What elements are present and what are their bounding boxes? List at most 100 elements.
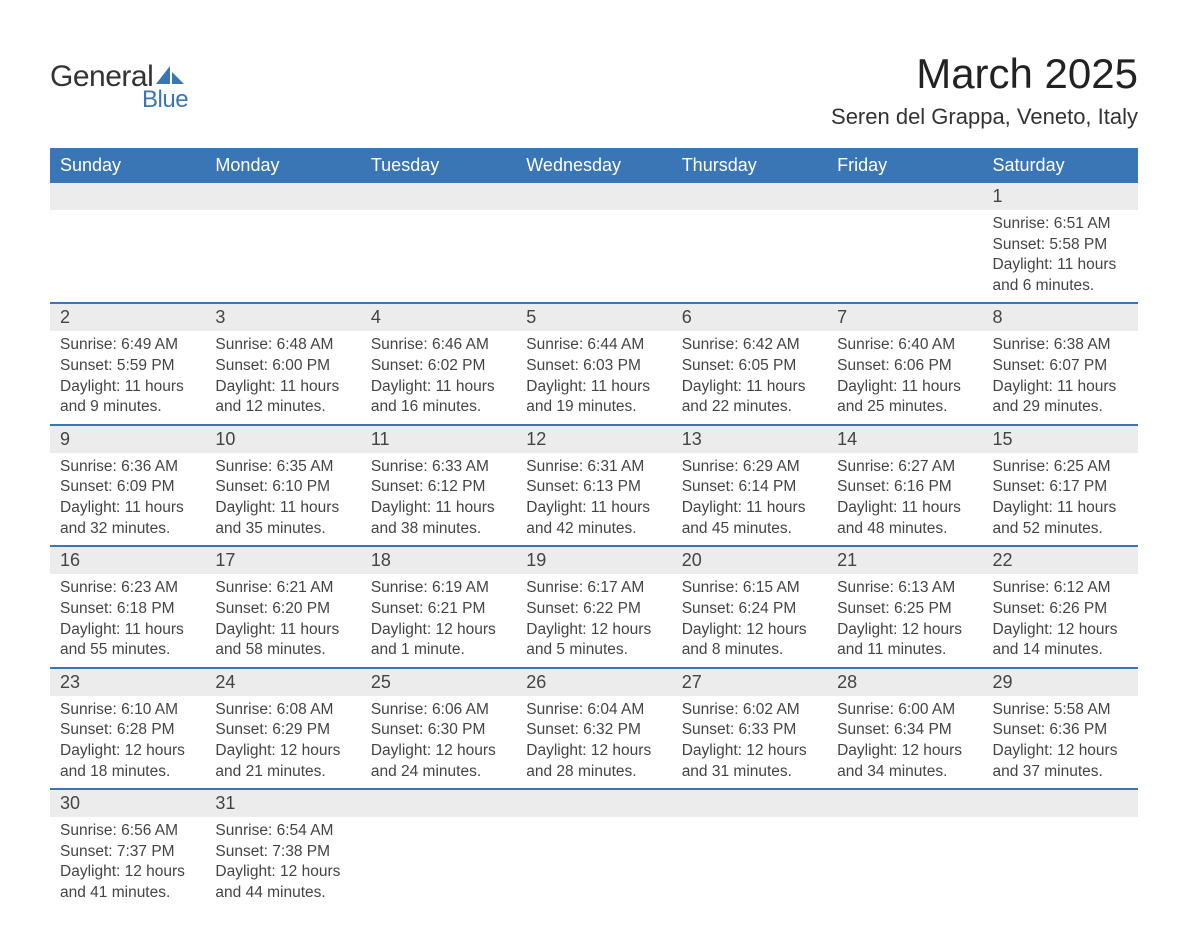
day-detail-cell: [361, 817, 516, 909]
daylight-text: Daylight: 12 hours and 34 minutes.: [837, 741, 972, 782]
sunset-text: Sunset: 6:26 PM: [993, 599, 1128, 620]
daylight-text: Daylight: 12 hours and 28 minutes.: [526, 741, 661, 782]
sunset-text: Sunset: 7:37 PM: [60, 842, 195, 863]
sunrise-text: Sunrise: 6:13 AM: [837, 578, 972, 599]
day-header-row: Sunday Monday Tuesday Wednesday Thursday…: [50, 148, 1138, 183]
day-detail-cell: Sunrise: 6:21 AMSunset: 6:20 PMDaylight:…: [205, 574, 360, 667]
daylight-text: Daylight: 12 hours and 5 minutes.: [526, 620, 661, 661]
sunset-text: Sunset: 6:16 PM: [837, 477, 972, 498]
sunset-text: Sunset: 6:24 PM: [682, 599, 817, 620]
day-detail-cell: Sunrise: 6:46 AMSunset: 6:02 PMDaylight:…: [361, 331, 516, 424]
day-detail-cell: Sunrise: 6:17 AMSunset: 6:22 PMDaylight:…: [516, 574, 671, 667]
day-detail-cell: [827, 210, 982, 303]
day-number-cell: 29: [983, 668, 1138, 696]
sunrise-text: Sunrise: 6:54 AM: [215, 821, 350, 842]
daylight-text: Daylight: 11 hours and 9 minutes.: [60, 377, 195, 418]
day-number-cell: 16: [50, 546, 205, 574]
sunset-text: Sunset: 5:58 PM: [993, 235, 1128, 256]
sunrise-text: Sunrise: 6:35 AM: [215, 457, 350, 478]
day-number: 9: [60, 429, 70, 449]
daylight-text: Daylight: 12 hours and 24 minutes.: [371, 741, 506, 782]
day-number-cell: 18: [361, 546, 516, 574]
day-number: 22: [993, 550, 1013, 570]
day-number: 31: [215, 793, 235, 813]
sunrise-text: Sunrise: 6:10 AM: [60, 700, 195, 721]
day-number: 10: [215, 429, 235, 449]
daylight-text: Daylight: 11 hours and 25 minutes.: [837, 377, 972, 418]
day-detail-cell: Sunrise: 6:23 AMSunset: 6:18 PMDaylight:…: [50, 574, 205, 667]
sunset-text: Sunset: 6:09 PM: [60, 477, 195, 498]
week-detail-row: Sunrise: 6:56 AMSunset: 7:37 PMDaylight:…: [50, 817, 1138, 909]
day-detail-cell: Sunrise: 6:04 AMSunset: 6:32 PMDaylight:…: [516, 696, 671, 789]
sunrise-text: Sunrise: 6:15 AM: [682, 578, 817, 599]
day-number-cell: [361, 789, 516, 817]
day-detail-cell: Sunrise: 6:31 AMSunset: 6:13 PMDaylight:…: [516, 453, 671, 546]
day-number: 18: [371, 550, 391, 570]
day-number-cell: 8: [983, 303, 1138, 331]
sunset-text: Sunset: 5:59 PM: [60, 356, 195, 377]
day-detail-cell: Sunrise: 6:19 AMSunset: 6:21 PMDaylight:…: [361, 574, 516, 667]
day-detail-cell: Sunrise: 6:29 AMSunset: 6:14 PMDaylight:…: [672, 453, 827, 546]
day-number: 7: [837, 307, 847, 327]
day-number: 14: [837, 429, 857, 449]
daylight-text: Daylight: 12 hours and 18 minutes.: [60, 741, 195, 782]
day-number-cell: 3: [205, 303, 360, 331]
day-number-cell: [672, 183, 827, 210]
day-number: 13: [682, 429, 702, 449]
daylight-text: Daylight: 11 hours and 19 minutes.: [526, 377, 661, 418]
day-number: 27: [682, 672, 702, 692]
sunrise-text: Sunrise: 6:31 AM: [526, 457, 661, 478]
sunrise-text: Sunrise: 6:04 AM: [526, 700, 661, 721]
day-detail-cell: Sunrise: 6:10 AMSunset: 6:28 PMDaylight:…: [50, 696, 205, 789]
sunset-text: Sunset: 6:06 PM: [837, 356, 972, 377]
sunrise-text: Sunrise: 6:27 AM: [837, 457, 972, 478]
day-detail-cell: Sunrise: 6:49 AMSunset: 5:59 PMDaylight:…: [50, 331, 205, 424]
daylight-text: Daylight: 12 hours and 1 minute.: [371, 620, 506, 661]
day-number-cell: [361, 183, 516, 210]
day-number: 2: [60, 307, 70, 327]
day-number-cell: [983, 789, 1138, 817]
sunset-text: Sunset: 6:00 PM: [215, 356, 350, 377]
day-number-cell: 4: [361, 303, 516, 331]
week-daynum-row: 9101112131415: [50, 425, 1138, 453]
day-number: 16: [60, 550, 80, 570]
sunset-text: Sunset: 6:32 PM: [526, 720, 661, 741]
day-number-cell: 20: [672, 546, 827, 574]
day-header: Thursday: [672, 148, 827, 183]
day-number-cell: 23: [50, 668, 205, 696]
day-detail-cell: Sunrise: 6:42 AMSunset: 6:05 PMDaylight:…: [672, 331, 827, 424]
day-number-cell: 17: [205, 546, 360, 574]
day-detail-cell: [672, 210, 827, 303]
day-detail-cell: [983, 817, 1138, 909]
day-number: 24: [215, 672, 235, 692]
week-daynum-row: 16171819202122: [50, 546, 1138, 574]
day-detail-cell: Sunrise: 6:13 AMSunset: 6:25 PMDaylight:…: [827, 574, 982, 667]
daylight-text: Daylight: 12 hours and 31 minutes.: [682, 741, 817, 782]
day-detail-cell: [361, 210, 516, 303]
day-number: 3: [215, 307, 225, 327]
week-daynum-row: 23242526272829: [50, 668, 1138, 696]
day-number-cell: 2: [50, 303, 205, 331]
sunset-text: Sunset: 6:28 PM: [60, 720, 195, 741]
sunset-text: Sunset: 6:07 PM: [993, 356, 1128, 377]
day-number-cell: 5: [516, 303, 671, 331]
day-number: 26: [526, 672, 546, 692]
sunset-text: Sunset: 6:14 PM: [682, 477, 817, 498]
daylight-text: Daylight: 11 hours and 12 minutes.: [215, 377, 350, 418]
sunrise-text: Sunrise: 6:33 AM: [371, 457, 506, 478]
day-detail-cell: Sunrise: 6:08 AMSunset: 6:29 PMDaylight:…: [205, 696, 360, 789]
sunset-text: Sunset: 6:17 PM: [993, 477, 1128, 498]
sunset-text: Sunset: 7:38 PM: [215, 842, 350, 863]
daylight-text: Daylight: 12 hours and 11 minutes.: [837, 620, 972, 661]
day-header: Sunday: [50, 148, 205, 183]
sunrise-text: Sunrise: 6:12 AM: [993, 578, 1128, 599]
day-number-cell: [672, 789, 827, 817]
day-detail-cell: Sunrise: 6:51 AMSunset: 5:58 PMDaylight:…: [983, 210, 1138, 303]
sunrise-text: Sunrise: 6:29 AM: [682, 457, 817, 478]
sunrise-text: Sunrise: 6:40 AM: [837, 335, 972, 356]
day-detail-cell: Sunrise: 6:38 AMSunset: 6:07 PMDaylight:…: [983, 331, 1138, 424]
sunrise-text: Sunrise: 6:56 AM: [60, 821, 195, 842]
day-detail-cell: Sunrise: 6:54 AMSunset: 7:38 PMDaylight:…: [205, 817, 360, 909]
sunrise-text: Sunrise: 6:42 AM: [682, 335, 817, 356]
week-detail-row: Sunrise: 6:23 AMSunset: 6:18 PMDaylight:…: [50, 574, 1138, 667]
